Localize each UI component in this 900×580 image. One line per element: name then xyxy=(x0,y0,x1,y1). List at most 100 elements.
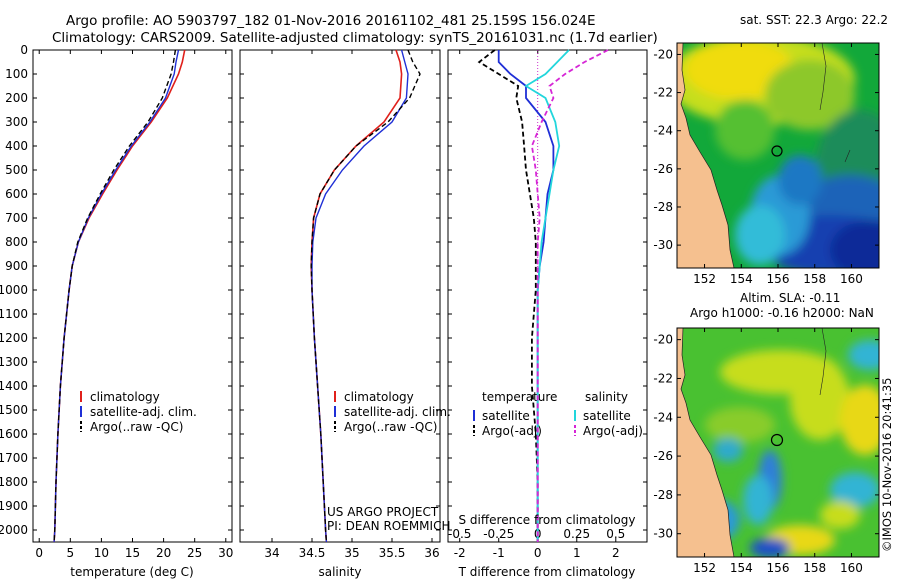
depth-tick-label: 900 xyxy=(5,259,28,273)
sla-map-ytick-label: -30 xyxy=(653,527,673,541)
sla-map-ytick-label: -24 xyxy=(653,410,673,424)
temperature-profile-series-2 xyxy=(53,49,177,543)
sst-map-title: sat. SST: 22.3 Argo: 22.2 xyxy=(740,13,888,27)
salinity-profile-xtick-label: 34.5 xyxy=(299,546,326,560)
difference-profile-xtick-label: -1 xyxy=(493,546,505,560)
header-line-1: Argo profile: AO 5903797_182 01-Nov-2016… xyxy=(66,13,596,29)
difference-legend-label: Argo(-adj) xyxy=(583,424,643,438)
depth-tick-label: 200 xyxy=(5,91,28,105)
depth-tick-label: 1000 xyxy=(0,283,28,297)
difference-legend-title: temperature xyxy=(482,390,557,404)
sla-map-ytick-label: -28 xyxy=(653,488,673,502)
project-credit: US ARGO PROJECT xyxy=(327,505,439,519)
difference-series-1 xyxy=(477,49,539,542)
sst-map-xtick-label: 152 xyxy=(693,272,716,286)
difference-profile-xtick-label: 1 xyxy=(573,546,581,560)
difference-s-tick-label: -0.25 xyxy=(483,527,514,541)
salinity-profile-xtick-label: 34 xyxy=(264,546,279,560)
sla-map-ytick-label: -26 xyxy=(653,449,673,463)
depth-tick-label: 1100 xyxy=(0,307,28,321)
sla-map-title: Altim. SLA: -0.11 xyxy=(740,291,840,305)
sst-map-ytick-label: -28 xyxy=(653,200,673,214)
sla-map-ytick-label: -22 xyxy=(653,371,673,385)
temperature-profile-xtick-label: 20 xyxy=(156,546,171,560)
imos-timestamp: ©IMOS 10-Nov-2016 20:41:35 xyxy=(880,377,894,552)
depth-tick-label: 1900 xyxy=(0,499,28,513)
difference-profile-xtick-label: -2 xyxy=(454,546,466,560)
salinity-profile-xtick-label: 35 xyxy=(344,546,359,560)
sla-map-xtick-label: 158 xyxy=(803,561,826,575)
difference-legend-label: satellite xyxy=(482,409,530,423)
depth-tick-label: 100 xyxy=(5,67,28,81)
temperature-profile-xtick-label: 30 xyxy=(218,546,233,560)
salinity-profile-legend-label: climatology xyxy=(344,390,414,404)
depth-tick-label: 1800 xyxy=(0,475,28,489)
salinity-profile-xtick-label: 35.5 xyxy=(379,546,406,560)
depth-tick-label: 2000 xyxy=(0,523,28,537)
depth-tick-label: 0 xyxy=(20,43,28,57)
sla-map-xtick-label: 154 xyxy=(730,561,753,575)
sst-map-ytick-label: -30 xyxy=(653,238,673,252)
temperature-profile-xtick-label: 15 xyxy=(125,546,140,560)
difference-s-tick-label: 0.25 xyxy=(563,527,590,541)
depth-tick-label: 300 xyxy=(5,115,28,129)
difference-s-tick-label: -0.5 xyxy=(448,527,471,541)
sst-map: 152 154 156 158 160 -20 -22 -24 -26 -28 -30 xyxy=(653,42,880,286)
difference-profile-xtick-label: 2 xyxy=(612,546,620,560)
temperature-profile-legend-label: Argo(..raw -QC) xyxy=(90,420,183,434)
sst-map-xtick-label: 158 xyxy=(803,272,826,286)
pi-credit: PI: DEAN ROEMMICH xyxy=(327,519,450,533)
sla-map-xtick-label: 156 xyxy=(767,561,790,575)
sst-map-ytick-label: -26 xyxy=(653,162,673,176)
difference-legend-label: Argo(-adj) xyxy=(482,424,542,438)
depth-tick-label: 1300 xyxy=(0,355,28,369)
argo-float-marker-sla xyxy=(770,433,784,447)
temperature-profile-legend-label: climatology xyxy=(90,390,160,404)
sst-map-ytick-label: -20 xyxy=(653,47,673,61)
salinity-profile-legend-label: Argo(..raw -QC) xyxy=(344,420,437,434)
temperature-plot-frame xyxy=(32,49,233,543)
temperature-profile-xtick-label: 10 xyxy=(94,546,109,560)
sst-map-xtick-label: 160 xyxy=(840,272,863,286)
salinity-profile-xtick-label: 36 xyxy=(424,546,439,560)
header-line-2: Climatology: CARS2009. Satellite-adjuste… xyxy=(52,30,658,46)
salinity-xlabel: salinity xyxy=(318,565,361,579)
sla-map-xtick-label: 152 xyxy=(693,561,716,575)
depth-tick-label: 1200 xyxy=(0,331,28,345)
temperature-profile-xtick-label: 0 xyxy=(35,546,43,560)
difference-legend-title: salinity xyxy=(585,390,628,404)
temperature-profile-xtick-label: 25 xyxy=(187,546,202,560)
sla-map-xtick-label: 160 xyxy=(840,561,863,575)
difference-legend-label: satellite xyxy=(583,409,631,423)
salinity-plot-frame xyxy=(239,49,441,543)
depth-tick-label: 600 xyxy=(5,187,28,201)
sst-map-ytick-label: -22 xyxy=(653,86,673,100)
depth-tick-label: 1600 xyxy=(0,427,28,441)
depth-tick-label: 1400 xyxy=(0,379,28,393)
salinity-profile-legend-label: satellite-adj. clim. xyxy=(344,405,451,419)
depth-tick-label: 1500 xyxy=(0,403,28,417)
difference-s-tick-label: 0.5 xyxy=(606,527,625,541)
difference-profile-xtick-label: 0 xyxy=(534,546,542,560)
temperature-profile-xtick-label: 5 xyxy=(66,546,74,560)
depth-tick-label: 1700 xyxy=(0,451,28,465)
salinity-profile-series-2 xyxy=(310,49,421,543)
sla-map-subtitle: Argo h1000: -0.16 h2000: NaN xyxy=(690,306,874,320)
difference-xlabel: T difference from climatology xyxy=(458,565,636,579)
sst-map-ytick-label: -24 xyxy=(653,124,673,138)
temperature-profile-legend-label: satellite-adj. clim. xyxy=(90,405,197,419)
depth-tick-label: 800 xyxy=(5,235,28,249)
difference-top-label: S difference from climatology xyxy=(459,513,636,527)
sst-map-xtick-label: 154 xyxy=(730,272,753,286)
sla-map: 152 154 156 158 160 -20 -22 -24 -26 -28 -30 xyxy=(653,327,880,575)
argo-float-marker xyxy=(771,145,783,157)
difference-series-3 xyxy=(530,49,609,542)
difference-plot-frame xyxy=(447,49,648,543)
sst-map-xtick-label: 156 xyxy=(767,272,790,286)
depth-tick-label: 400 xyxy=(5,139,28,153)
difference-series-2 xyxy=(524,49,570,542)
depth-tick-label: 500 xyxy=(5,163,28,177)
temperature-xlabel: temperature (deg C) xyxy=(70,565,193,579)
sla-map-ytick-label: -20 xyxy=(653,333,673,347)
